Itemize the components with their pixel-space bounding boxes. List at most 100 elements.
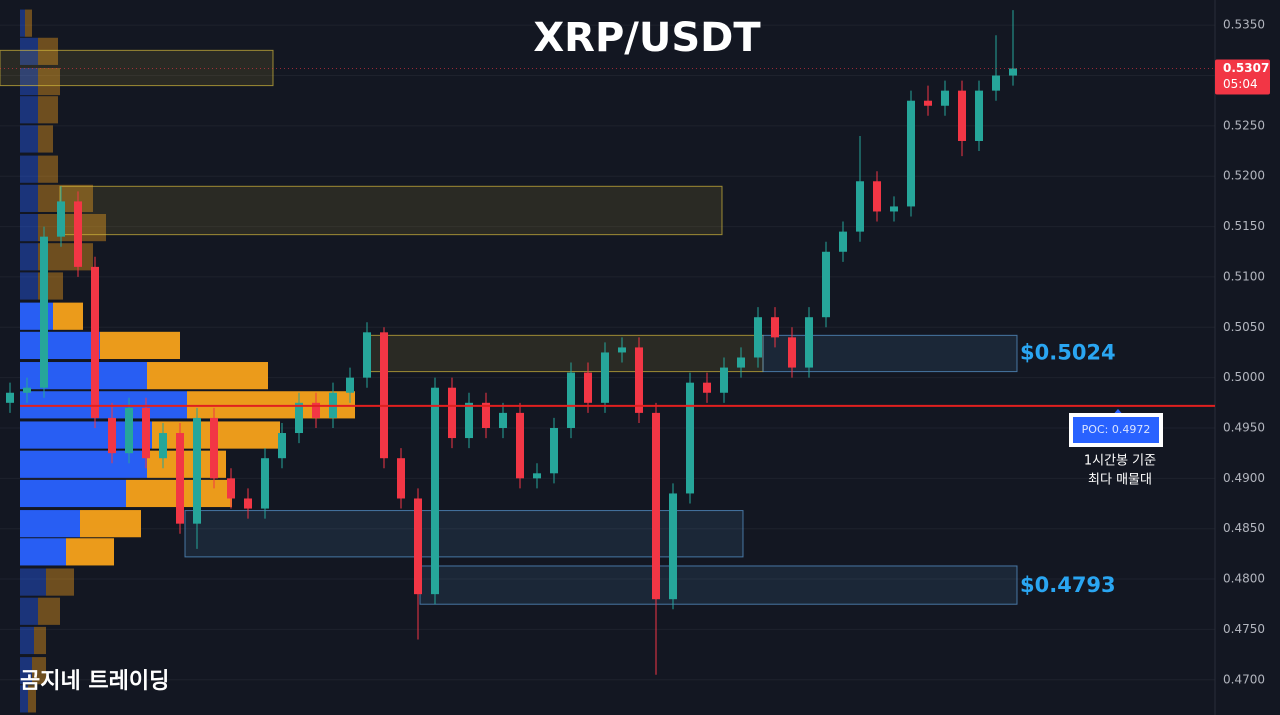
volume-buy-bar: [20, 67, 38, 96]
candle-body: [482, 402, 490, 428]
candle-body: [6, 392, 14, 403]
candle-body: [125, 407, 133, 454]
candle-body: [618, 347, 626, 353]
price-annotation: $0.5024: [1020, 340, 1116, 364]
volume-buy-bar: [20, 125, 38, 153]
candle-body: [924, 100, 932, 106]
zone: [762, 334, 1018, 373]
last-price-tag: [1215, 59, 1270, 95]
y-tick-label: 0.5200: [1223, 169, 1265, 183]
volume-sell-bar: [38, 96, 58, 124]
volume-buy-bar: [20, 243, 38, 271]
candle-body: [720, 367, 728, 393]
candle-body: [465, 402, 473, 439]
zone: [419, 565, 1018, 605]
candle-body: [907, 100, 915, 207]
volume-buy-bar: [20, 362, 147, 390]
poc-label: POC: 0.4972: [1082, 423, 1151, 436]
candle-body: [975, 90, 983, 141]
volume-buy-bar: [20, 685, 28, 713]
volume-sell-bar: [38, 125, 53, 153]
volume-sell-bar: [38, 37, 58, 65]
candle-body: [584, 372, 592, 403]
volume-sell-bar: [80, 510, 141, 538]
volume-buy-bar: [20, 510, 80, 538]
candle-body: [533, 473, 541, 479]
candle-body: [210, 417, 218, 479]
volume-buy-bar: [20, 626, 34, 655]
candle-body: [788, 337, 796, 368]
candle-body: [601, 352, 609, 403]
candle-body: [516, 412, 524, 479]
volume-sell-bar: [34, 626, 46, 655]
volume-buy-bar: [20, 9, 25, 37]
candle-body: [686, 382, 694, 494]
candle-body: [312, 402, 320, 418]
price-annotation: $0.4793: [1020, 573, 1116, 597]
candle-body: [1009, 68, 1017, 76]
volume-buy-bar: [20, 184, 38, 212]
candle-body: [159, 433, 167, 459]
volume-sell-bar: [25, 9, 32, 37]
candle-body: [669, 493, 677, 600]
candle-body: [992, 75, 1000, 91]
volume-sell-bar: [38, 213, 106, 242]
candle-body: [176, 433, 184, 524]
candle-body: [142, 407, 150, 459]
candle-body: [771, 317, 779, 338]
candle-body: [431, 387, 439, 595]
candle-body: [890, 206, 898, 212]
candle-body: [57, 201, 65, 237]
candle-body: [91, 266, 99, 418]
y-tick-label: 0.4950: [1223, 420, 1265, 434]
zone: [0, 49, 274, 87]
watermark: 곰지네 트레이딩: [20, 669, 169, 694]
candle-body: [754, 317, 762, 358]
volume-buy-bar: [20, 213, 38, 242]
volume-sell-bar: [53, 302, 83, 330]
candle-body: [108, 417, 116, 454]
volume-buy-bar: [20, 302, 53, 330]
candle-body: [856, 181, 864, 232]
candle-body: [822, 251, 830, 318]
y-tick-label: 0.5250: [1223, 118, 1265, 132]
y-tick-label: 0.5350: [1223, 18, 1265, 32]
poc-note: 1시간봉 기준: [1084, 454, 1156, 469]
candle-body: [40, 236, 48, 388]
y-tick-label: 0.5100: [1223, 269, 1265, 283]
volume-sell-bar: [38, 184, 93, 212]
candle-body: [499, 412, 507, 428]
volume-buy-bar: [20, 597, 38, 625]
y-tick-label: 0.5150: [1223, 219, 1265, 233]
volume-buy-bar: [20, 657, 32, 685]
volume-sell-bar: [38, 597, 60, 625]
volume-buy-bar: [20, 391, 187, 419]
volume-buy-bar: [20, 479, 126, 508]
candle-body: [958, 90, 966, 141]
y-tick-label: 0.5000: [1223, 370, 1265, 384]
candle-body: [839, 231, 847, 252]
candle-body: [380, 332, 388, 459]
candle-body: [397, 458, 405, 499]
candle-body: [261, 458, 269, 509]
y-tick-label: 0.4900: [1223, 471, 1265, 485]
y-tick-label: 0.4750: [1223, 622, 1265, 636]
volume-sell-bar: [46, 568, 74, 596]
volume-sell-bar: [28, 685, 36, 713]
candle-body: [346, 377, 354, 393]
volume-buy-bar: [20, 538, 66, 566]
poc-box: [1073, 417, 1159, 443]
candle-body: [23, 387, 31, 393]
zone: [367, 334, 764, 373]
chart-title: XRP/USDT: [533, 15, 761, 61]
candle-body: [550, 427, 558, 474]
volume-sell-bar: [100, 331, 180, 360]
poc-note: 최다 매물대: [1088, 473, 1152, 488]
volume-buy-bar: [20, 568, 46, 596]
zone: [184, 510, 744, 558]
y-tick-label: 0.4700: [1223, 672, 1265, 686]
candle-body: [737, 357, 745, 368]
candle-body: [448, 387, 456, 439]
y-tick-label: 0.4850: [1223, 521, 1265, 535]
candle-body: [227, 478, 235, 499]
